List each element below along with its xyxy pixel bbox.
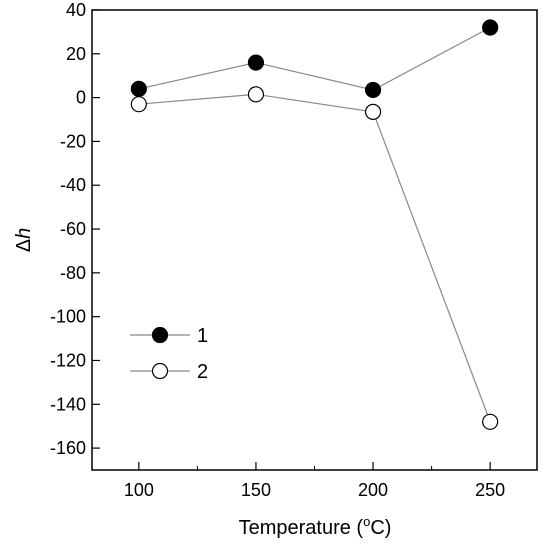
y-tick-label: -80 <box>60 263 86 283</box>
series-1-point <box>130 80 147 97</box>
series-1-line <box>138 26 491 91</box>
x-tick-label: 100 <box>124 480 154 500</box>
degree-sup: o <box>363 514 370 529</box>
plot-frame <box>91 9 538 471</box>
series-1-point <box>247 54 265 71</box>
x-axis: 100 150 200 250 <box>124 462 505 500</box>
legend-label-1: 1 <box>197 325 208 347</box>
series-2-point <box>247 86 265 103</box>
y-tick-label: -20 <box>60 131 86 151</box>
legend: 12 <box>130 325 208 383</box>
series-2-point <box>364 103 382 120</box>
series-1-point <box>364 81 382 99</box>
x-tick-label: 250 <box>475 480 505 500</box>
y-tick-label: 40 <box>66 0 86 20</box>
series-2-line <box>138 93 491 423</box>
series-2-point <box>482 413 499 430</box>
legend-marker-1 <box>151 326 169 344</box>
legend-label-2: 2 <box>197 361 208 383</box>
x-tick-label: 200 <box>358 480 388 500</box>
x-axis-title: Temperature (oC) <box>239 514 392 539</box>
y-tick-label: -160 <box>50 438 86 458</box>
y-axis-title: Δh <box>13 228 35 252</box>
x-tick-label: 150 <box>241 480 271 500</box>
y-tick-label: -100 <box>50 307 86 327</box>
series-2-point <box>130 96 147 113</box>
legend-marker-2 <box>151 362 169 380</box>
y-tick-label: 0 <box>76 88 86 108</box>
series-points <box>130 19 499 430</box>
y-tick-label: -40 <box>60 175 86 195</box>
y-tick-label: -120 <box>50 350 86 370</box>
series-lines <box>138 26 491 423</box>
y-axis: 40 20 0 -20 -40 -60 -80 -100 -120 -140 -160 <box>50 0 100 458</box>
y-tick-label: -140 <box>50 394 86 414</box>
y-tick-label: -60 <box>60 219 86 239</box>
y-tick-label: 20 <box>66 44 86 64</box>
series-1-point <box>482 19 499 36</box>
